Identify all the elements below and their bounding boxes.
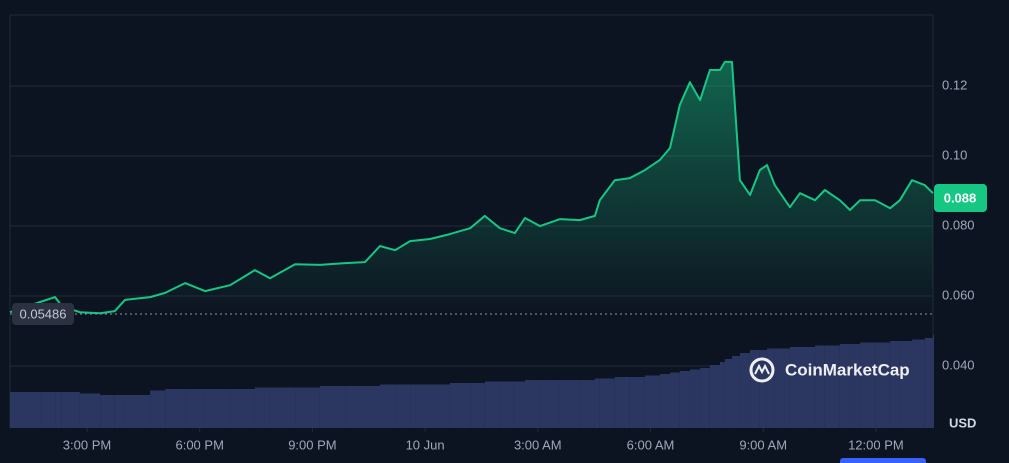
volume-bar (720, 362, 725, 428)
volume-bar (40, 392, 56, 428)
volume-bar (470, 383, 485, 428)
volume-bar (644, 375, 660, 428)
volume-bar (380, 384, 396, 428)
volume-bar (345, 386, 365, 428)
volume-bar (150, 390, 166, 428)
volume-bar (514, 381, 526, 428)
last-price-label: 0.088 (944, 190, 977, 205)
volume-bar (55, 392, 62, 428)
open-price-label: 0.05486 (20, 306, 67, 321)
volume-bar (899, 341, 912, 428)
y-tick-label: 0.040 (942, 357, 975, 372)
volume-bar (860, 342, 876, 428)
volume-bar (614, 377, 630, 428)
x-tick-label: 12:00 PM (848, 437, 904, 452)
price-area (10, 61, 933, 315)
brand-logo-mark (754, 363, 770, 375)
labels: 0.040 0.060 0.080 0.10 0.12 3:00 PM 6:00 PM 9:0… (12, 77, 987, 452)
volume-bar (599, 378, 615, 428)
currency-label: USD (949, 415, 976, 430)
y-tick-label: 0.080 (942, 217, 975, 232)
volume-bar (499, 381, 515, 428)
volume-bar (114, 395, 125, 428)
x-tick-label: 9:00 PM (288, 437, 336, 452)
volume-bar (100, 395, 115, 428)
volume-bar (924, 338, 933, 428)
volume-bar (774, 348, 790, 428)
volume-bar (230, 389, 255, 428)
volume-bar (254, 387, 270, 428)
volume-bar (540, 380, 560, 428)
volume-bar (679, 371, 690, 428)
volume-bar (79, 393, 101, 428)
volume-bar (659, 374, 671, 428)
x-tick-label: 9:00 AM (739, 437, 787, 452)
volume-bar (911, 339, 925, 428)
volume-bar (269, 387, 296, 428)
volume-bar (319, 386, 346, 428)
volume-bar (185, 389, 205, 428)
volume-bar (449, 383, 471, 428)
volume-bar (594, 378, 600, 428)
volume (10, 335, 934, 428)
price (9, 60, 934, 315)
volume-bar (709, 365, 720, 428)
volume-bar (629, 377, 645, 428)
watermark: CoinMarketCap (749, 357, 910, 383)
volume-bar (766, 348, 775, 428)
volume-bar (875, 342, 891, 428)
y-tick-label: 0.12 (942, 77, 967, 92)
volume-bar (839, 344, 850, 428)
x-tick-label: 6:00 PM (175, 437, 223, 452)
volume-bar (732, 356, 740, 428)
volume-bar (165, 389, 186, 428)
volume-bar (395, 384, 411, 428)
volume-bar (295, 387, 320, 428)
brand-logo (749, 357, 775, 383)
x-tick-label: 3:00 PM (63, 437, 111, 452)
volume-bar (579, 380, 595, 428)
volume-bar (800, 347, 816, 428)
volume-bar (700, 368, 710, 428)
volume-bar (484, 381, 500, 428)
volume-bar (739, 353, 751, 428)
x-tick-label: 6:00 AM (627, 437, 675, 452)
volume-bar (724, 359, 733, 428)
volume-bar (933, 335, 934, 428)
y-tick-label: 0.060 (942, 287, 975, 302)
volume-bar (525, 380, 541, 428)
volume-bar (759, 350, 767, 428)
last-price-badge (934, 184, 987, 213)
x-tick-label: 10 Jun (406, 437, 445, 452)
volume-bar (890, 341, 900, 428)
volume-bar (559, 380, 580, 428)
volume-bar (10, 392, 41, 428)
range-scrollbar[interactable] (840, 458, 926, 463)
volume-bar (750, 350, 760, 428)
volume-bar (849, 344, 861, 428)
volume-bar (365, 386, 381, 428)
volume-bar (204, 389, 231, 428)
volume-bar (815, 345, 825, 428)
price-line (9, 60, 934, 315)
brand-name: CoinMarketCap (785, 360, 910, 379)
volume-bar (429, 384, 450, 428)
x-tick-label: 3:00 AM (514, 437, 562, 452)
y-tick-label: 0.10 (942, 147, 967, 162)
volume-bar (689, 369, 701, 428)
open-price-badge (12, 303, 74, 326)
volume-bar (124, 395, 151, 428)
volume-bar (410, 384, 430, 428)
volume-bar (824, 345, 840, 428)
volume-bar (61, 392, 80, 428)
volume-bar (670, 372, 680, 428)
volume-bar (789, 347, 801, 428)
